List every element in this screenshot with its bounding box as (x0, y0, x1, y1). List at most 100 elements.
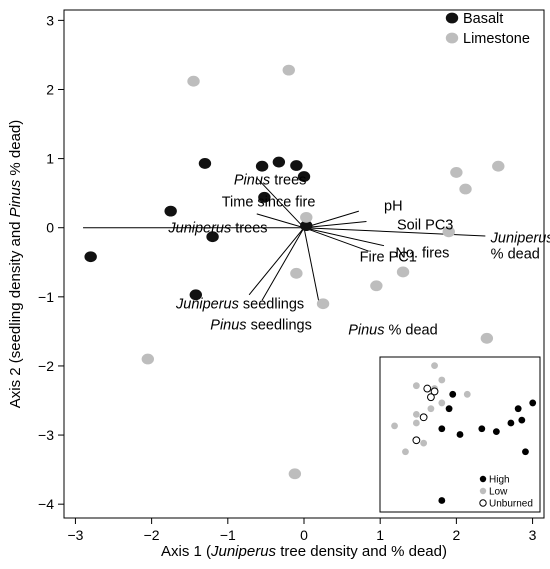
vector-label: Juniperus trees (167, 221, 267, 237)
inset-point-high (492, 428, 500, 436)
inset-point-high (518, 416, 526, 424)
y-tick-label: 0 (46, 220, 54, 236)
inset-point-low (463, 390, 471, 398)
vector-label: No. fires (395, 246, 449, 262)
basalt-point (300, 220, 313, 232)
inset-point-low (391, 422, 398, 430)
vector-line (256, 213, 305, 229)
inset-point-low (412, 419, 420, 427)
inset-point-high (507, 419, 515, 427)
limestone-point (459, 183, 472, 195)
inset-point-high (449, 390, 457, 398)
x-axis-title-italic: Juniperus (210, 543, 277, 560)
inset-point-high (514, 405, 522, 413)
y-axis-title-suffix: % dead) (7, 120, 24, 180)
basalt-point (272, 156, 286, 168)
inset-point-unburned (430, 387, 439, 396)
vector-label: Juniperus seedlings (175, 297, 304, 313)
vector-label: Fire PC1 (360, 250, 417, 266)
limestone-point (492, 160, 505, 172)
vector-line (303, 220, 367, 229)
vector-label: Pinus seedlings (210, 317, 312, 333)
y-axis-title-prefix: Axis 2 (seedling density and (7, 217, 24, 408)
y-tick-label: −2 (38, 358, 54, 374)
vector-line (303, 210, 360, 229)
vector-line (261, 227, 305, 301)
inset-point-unburned (427, 393, 435, 402)
vector-line (248, 227, 305, 296)
vector-line (256, 177, 305, 229)
inset-legend-label-high: High (489, 475, 510, 486)
legend-marker-basalt (445, 12, 459, 24)
vector-label: Soil PC3 (397, 217, 453, 233)
legend: Basalt Limestone (445, 11, 530, 47)
limestone-point (290, 267, 303, 279)
limestone-point (450, 167, 463, 178)
limestone-point (480, 332, 494, 344)
inset-points (391, 362, 537, 504)
basalt-point (189, 289, 203, 301)
limestone-point (442, 226, 455, 238)
inset-point-low (412, 382, 420, 390)
axis-ticks: −3 −2 −1 0 1 2 3 −4 −3 −2 −1 0 1 2 3 (38, 12, 537, 543)
limestone-point (282, 64, 295, 76)
limestone-point (187, 75, 200, 87)
basalt-point (290, 160, 303, 171)
basalt-point (255, 160, 269, 172)
limestone-point (300, 211, 313, 223)
legend-label-basalt: Basalt (463, 11, 503, 27)
vector-line (303, 227, 385, 247)
y-tick-label: −3 (38, 427, 54, 443)
limestone-point (316, 298, 330, 310)
inset-point-unburned (423, 384, 432, 393)
vector-label: Time since fire (222, 194, 316, 210)
x-axis-title-suffix: tree density and % dead) (276, 543, 447, 560)
basalt-point (258, 191, 271, 203)
y-axis-title: Axis 2 (seedling density and Pinus % dea… (7, 120, 24, 409)
vector-label: Pinus trees (234, 172, 307, 188)
inset-point-high (445, 405, 453, 413)
y-tick-label: 2 (46, 81, 54, 97)
inset-point-low (412, 411, 420, 418)
biplot-vectors (83, 177, 486, 304)
vector-label: % dead (491, 246, 540, 262)
inset-point-low (402, 448, 409, 456)
inset-point-low (427, 405, 435, 413)
inset-point-low (431, 362, 438, 370)
x-axis-title: Axis 1 (Juniperus tree density and % dea… (161, 543, 447, 560)
basalt-point (206, 231, 219, 243)
inset-point-high (456, 431, 464, 438)
inset-point-low (420, 439, 428, 447)
y-tick-label: −4 (38, 496, 54, 512)
inset-point-low (438, 399, 446, 407)
x-tick-label: 3 (529, 527, 537, 543)
inset-legend-label-low: Low (489, 487, 508, 498)
inset-point-high (478, 425, 486, 433)
limestone-point (396, 266, 410, 278)
x-tick-label: 0 (300, 527, 308, 543)
limestone-point (370, 280, 383, 292)
x-tick-label: −1 (220, 527, 236, 543)
inset-point-unburned (419, 413, 428, 422)
inset-point-low (438, 376, 446, 384)
x-tick-label: −3 (67, 527, 83, 543)
x-axis-title-prefix: Axis 1 ( (161, 543, 211, 560)
y-tick-label: −1 (38, 289, 54, 305)
data-points (84, 64, 505, 480)
inset-legend-label-unburned: Unburned (489, 499, 533, 510)
inset-point-high (529, 399, 537, 407)
vector-line (303, 227, 486, 237)
y-tick-label: 3 (46, 12, 54, 28)
inset-point-high (438, 425, 446, 433)
x-tick-label: 1 (376, 527, 384, 543)
vector-label: pH (384, 199, 403, 215)
vector-label: Pinus % dead (348, 322, 438, 338)
inset-legend-marker-unburned (479, 499, 487, 507)
vector-labels: Pinus trees Time since fire Juniperus tree… (167, 172, 550, 338)
inset-point-high (522, 448, 529, 456)
basalt-point (297, 171, 311, 182)
inset-point-unburned (412, 436, 421, 445)
